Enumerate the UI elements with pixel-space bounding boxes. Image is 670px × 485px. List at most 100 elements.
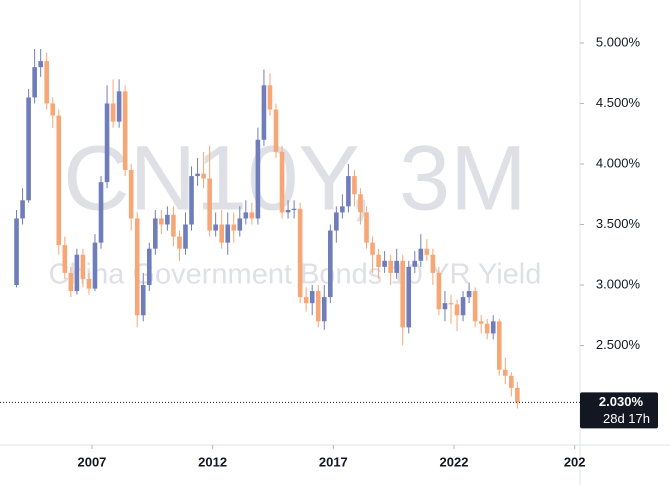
candle-body — [261, 85, 267, 140]
candle-body — [134, 218, 140, 316]
watermark-title: CN10Y, 3M — [63, 127, 527, 229]
watermark-subtitle: China Government Bonds 10 YR Yield — [49, 259, 542, 291]
candle-body — [104, 103, 110, 183]
candle-body — [189, 176, 194, 225]
candle-body — [358, 194, 363, 213]
candle-body — [376, 254, 381, 267]
candle-body — [153, 218, 158, 249]
candle-body — [249, 212, 255, 219]
candle-body — [159, 218, 164, 225]
candle-body — [74, 254, 80, 292]
x-tick-label: 2007 — [77, 454, 106, 469]
x-tick-label: 202 — [564, 454, 586, 469]
candle-body — [140, 285, 146, 316]
candle-body — [267, 85, 273, 110]
candle-body — [340, 206, 345, 213]
candle-body — [231, 224, 237, 231]
candle-body — [496, 321, 502, 370]
candle-body — [56, 115, 62, 246]
candle-body — [32, 67, 37, 98]
candle-body — [38, 61, 43, 68]
candle-body — [424, 248, 430, 255]
x-tick-label: 2022 — [440, 454, 469, 469]
candle-body — [460, 297, 466, 316]
candle-body — [370, 242, 375, 255]
candle-body — [171, 214, 176, 237]
candle-body — [219, 224, 224, 243]
candle-body — [502, 369, 508, 376]
candle-body — [146, 248, 152, 286]
candle-body — [44, 61, 50, 104]
candle-body — [291, 208, 297, 210]
price-label-box — [580, 392, 658, 429]
candle-body — [321, 297, 327, 322]
candle-body — [297, 208, 303, 298]
candle-body — [364, 212, 369, 243]
candle-body — [303, 297, 309, 304]
candle-body — [478, 321, 484, 324]
candle-body — [116, 91, 122, 122]
candle-body — [509, 375, 514, 388]
candle-body — [128, 170, 134, 219]
candle-body — [62, 245, 68, 273]
candle-body — [388, 260, 393, 273]
candle-body — [412, 260, 418, 267]
candle-body — [20, 200, 25, 219]
candle-body — [86, 278, 92, 289]
x-tick-label: 2017 — [319, 454, 348, 469]
candle-body — [400, 260, 406, 328]
y-tick-label: 4.500% — [596, 95, 641, 110]
candle-body — [352, 176, 357, 195]
candle-body — [430, 254, 436, 273]
candle-body — [195, 173, 200, 177]
candle-body — [285, 209, 291, 213]
price-label: 2.030% — [599, 394, 644, 409]
candle-body — [273, 109, 279, 152]
candle-body — [315, 291, 321, 322]
candle-body — [213, 224, 218, 231]
candle-body — [448, 303, 454, 305]
candle-body — [515, 387, 520, 403]
candle-body — [243, 212, 249, 219]
candle-body — [382, 260, 387, 267]
candle-body — [165, 214, 170, 225]
candle-body — [177, 236, 182, 249]
y-tick-label: 5.000% — [596, 34, 641, 49]
candle-body — [472, 291, 478, 322]
candle-body — [26, 97, 31, 201]
candle-body — [98, 182, 104, 243]
candle-body — [346, 176, 351, 207]
candle-body — [80, 254, 86, 279]
candle-body — [122, 91, 128, 171]
candle-body — [14, 218, 19, 286]
candle-body — [466, 291, 472, 298]
candle-body — [237, 218, 243, 231]
candle-body — [394, 260, 399, 273]
candle-body — [454, 304, 460, 316]
candle-body — [436, 272, 442, 310]
candle-body — [484, 323, 490, 334]
candle-body — [334, 212, 339, 231]
x-tick-label: 2012 — [198, 454, 227, 469]
candle-body — [255, 139, 261, 219]
y-tick-label: 2.500% — [596, 337, 641, 352]
candle-body — [309, 291, 315, 304]
candle-body — [183, 224, 188, 249]
candle-body — [207, 178, 212, 231]
candle-body — [68, 272, 74, 292]
candle-body — [328, 230, 333, 298]
candle-body — [279, 151, 285, 213]
candle-body — [442, 303, 448, 310]
candle-body — [490, 321, 496, 334]
candle-body — [418, 248, 424, 261]
candle-body — [201, 173, 206, 179]
candle-body — [225, 224, 231, 243]
countdown-label: 28d 17h — [603, 411, 650, 426]
candle-body — [50, 103, 56, 116]
candle-body — [110, 103, 116, 122]
y-tick-label: 4.000% — [596, 155, 641, 170]
candle-body — [92, 242, 98, 289]
candle-body — [406, 266, 412, 328]
